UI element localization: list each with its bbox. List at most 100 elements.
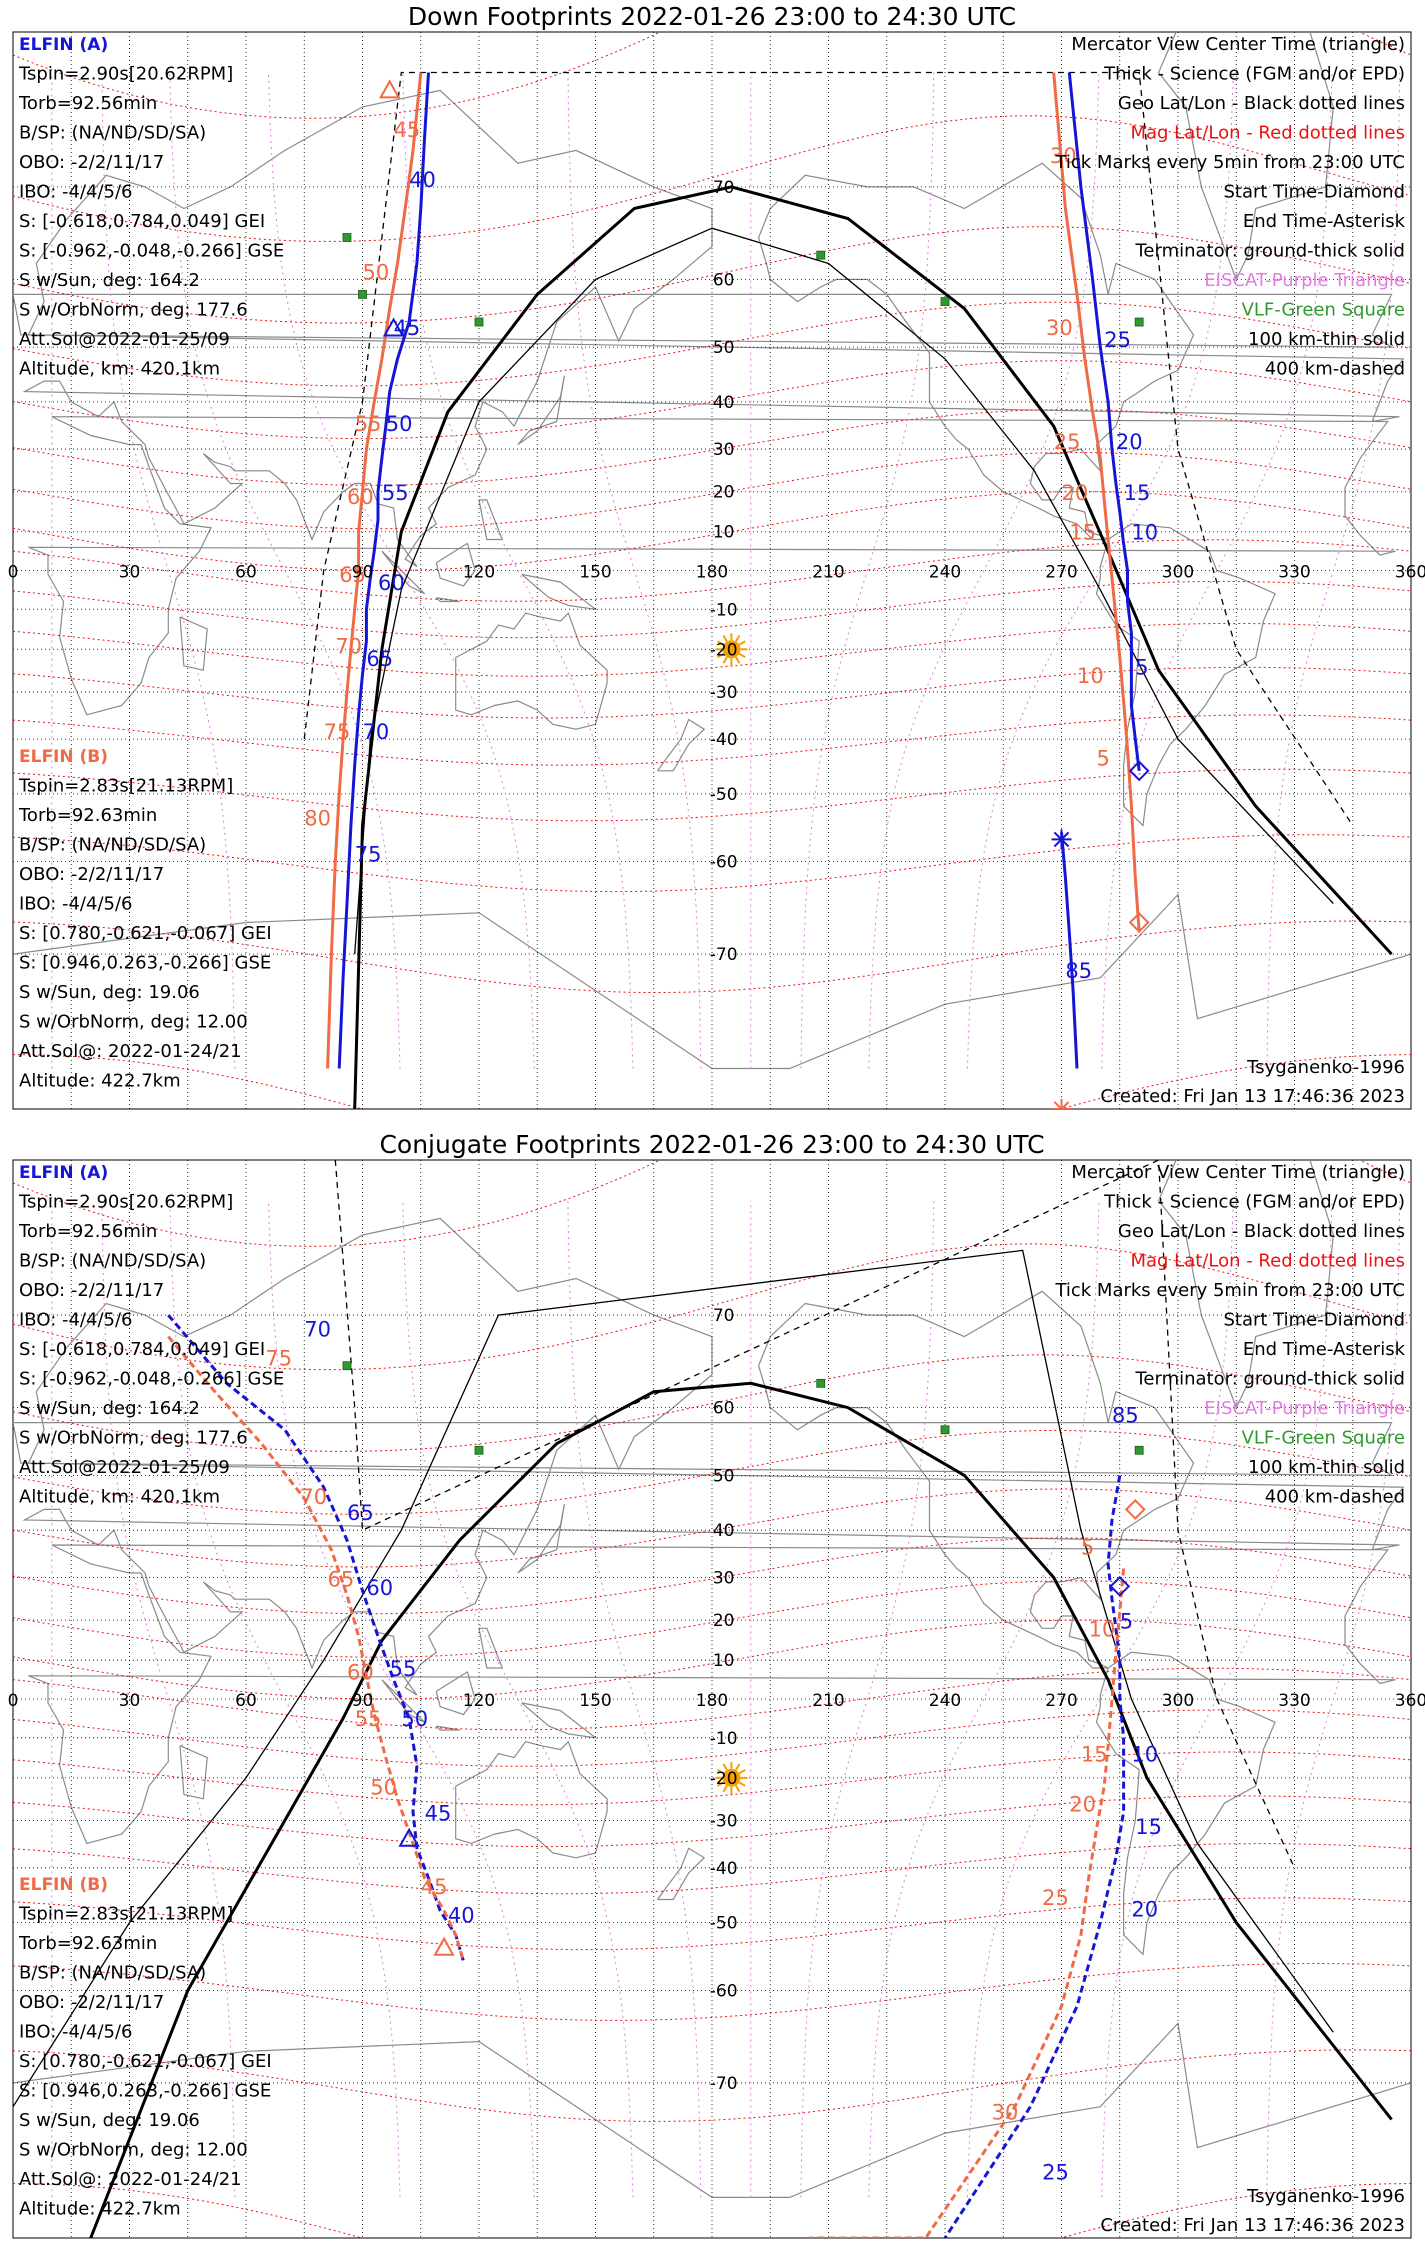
elfin-b-time-label: 60: [347, 485, 374, 509]
elfin-a-time-label: 70: [304, 1318, 331, 1342]
y-tick-label: 70: [713, 178, 735, 198]
elfin-a-trace: [943, 1475, 1126, 2238]
mag-parallel: [13, 1962, 1411, 2021]
sun-ray: [717, 640, 725, 646]
elfin-b-time-label: 20: [1062, 481, 1089, 505]
legend-entry: Tick Marks every 5min from 23:00 UTC: [1054, 152, 1405, 173]
mag-parallel: [13, 1751, 1411, 1806]
info-line: IBO: -4/4/5/6: [19, 182, 132, 203]
elfin-b-time-label: 50: [363, 260, 390, 284]
elfin-b-time-label: 20: [1069, 1793, 1096, 1817]
info-line: OBO: -2/2/11/17: [19, 1992, 164, 2013]
info-line: S w/Sun, deg: 19.06: [19, 2110, 200, 2131]
y-tick-label: -10: [710, 600, 738, 620]
elfin-a-time-label: 20: [1116, 430, 1143, 454]
mag-parallel: [13, 1897, 1411, 1951]
elfin-a-time-label: 5: [1135, 655, 1148, 679]
mag-parallel: [13, 1160, 1411, 1247]
legend-entry: 400 km-dashed: [1265, 1487, 1405, 1508]
legend-entry: EISCAT-Purple Triangle: [1204, 1398, 1405, 1419]
sun-ray: [735, 1763, 741, 1771]
y-tick-label: 70: [713, 1306, 735, 1326]
y-tick-label: 40: [713, 1521, 735, 1541]
model-label: Tsyganenko-1996: [1246, 1057, 1405, 1078]
x-tick-label: 270: [1045, 1691, 1077, 1711]
info-line: Altitude, km: 420.1km: [19, 359, 220, 380]
elfin-a-trace: [337, 72, 430, 1069]
mag-parallel: [13, 1667, 1411, 1731]
elfin-b-time-label: 30: [1046, 316, 1073, 340]
info-line: S w/OrbNorm, deg: 12.00: [19, 2140, 248, 2161]
elfin-b-info: ELFIN (B) Tspin=2.83s[21.13RPM] Torb=92.63…: [18, 747, 272, 1092]
coastline: [478, 1627, 504, 1669]
info-line: Att.Sol@2022-01-25/09: [19, 1457, 230, 1478]
sun-icon: [715, 1761, 748, 1794]
elfin-b-heading: ELFIN (B): [19, 1875, 108, 1895]
sun-ray: [717, 652, 725, 659]
mag-parallel: [13, 226, 1411, 324]
terminator-ground: [353, 185, 1393, 1109]
elfin-b-time-label: 70: [335, 634, 362, 658]
y-tick-label: -60: [710, 1981, 738, 2001]
elfin-b-start-diamond: [1124, 1499, 1146, 1520]
terminator-100km: [13, 1249, 1334, 2108]
mag-meridian: [101, 1200, 236, 2198]
elfin-b-time-label: 75: [324, 720, 351, 744]
elfin-a-start-diamond: [1128, 760, 1150, 782]
x-tick-label: 330: [1278, 563, 1310, 583]
legend-entry: Start Time-Diamond: [1223, 182, 1405, 203]
info-line: IBO: -4/4/5/6: [19, 894, 132, 915]
info-line: OBO: -2/2/11/17: [19, 864, 164, 885]
sun-ray: [722, 656, 728, 664]
terminator-100km: [354, 227, 1334, 955]
elfin-b-time-label: 45: [394, 118, 421, 142]
coastline: [28, 416, 1396, 716]
axis-labels: 0 30 60 90 120 150 180 210 240 270 300 330 360 70 60 50…: [8, 1306, 1425, 2094]
elfin-a-time-label: 75: [355, 843, 382, 867]
elfin-a-time-label: 20: [1131, 1898, 1158, 1922]
y-tick-label: -50: [710, 785, 738, 805]
legend-entry: Thick - Science (FGM and/or EPD): [1103, 1192, 1405, 1213]
legend-entry: Mercator View Center Time (triangle): [1071, 1162, 1405, 1183]
elfin-a-time-label: 60: [366, 1576, 393, 1600]
elfin-a-time-label: 55: [390, 1657, 417, 1681]
mag-grid: [13, 32, 1411, 1109]
mag-parallel: [13, 1795, 1411, 1848]
sun-ray: [738, 1781, 746, 1787]
chart-title: Down Footprints 2022-01-26 23:00 to 24:3…: [408, 2, 1016, 31]
legend-entry: Geo Lat/Lon - Black dotted lines: [1118, 93, 1405, 114]
mag-parallel: [13, 360, 1411, 440]
mag-parallel: [13, 1354, 1411, 1452]
elfin-b-time-label: 65: [328, 1567, 355, 1591]
mag-meridian: [101, 72, 236, 1069]
y-tick-label: -10: [710, 1729, 738, 1749]
sun-ray: [717, 1781, 725, 1787]
mag-meridian: [868, 72, 1100, 1069]
legend-entry: End Time-Asterisk: [1243, 1339, 1406, 1360]
coastline: [455, 1740, 608, 1859]
elfin-b-heading: ELFIN (B): [19, 747, 108, 767]
sun-ray: [722, 1785, 728, 1793]
elfin-a-center-triangle: [382, 317, 405, 337]
elfin-b-time-label: 15: [1081, 1743, 1108, 1767]
elfin-a-time-label: 25: [1104, 328, 1131, 352]
info-line: Tspin=2.83s[21.13RPM]: [18, 776, 233, 797]
down-footprints-panel: Down Footprints 2022-01-26 23:00 to 24:3…: [8, 2, 1425, 1110]
mag-parallel: [13, 301, 1411, 387]
y-tick-label: 10: [713, 1651, 735, 1671]
info-line: S: [0.780,-0.621,-0.067] GEI: [19, 2051, 272, 2072]
elfin-a-time-label: 85: [1112, 1404, 1139, 1428]
coastline: [28, 1544, 1396, 1845]
y-tick-label: -40: [710, 730, 738, 750]
info-line: B/SP: (NA/ND/SD/SA): [19, 123, 206, 144]
vlf-station: [816, 1378, 826, 1388]
coastline: [455, 612, 608, 730]
legend-entry: VLF-Green Square: [1242, 300, 1405, 321]
info-line: S: [-0.962,-0.048,-0.266] GSE: [19, 241, 284, 262]
elfin-b-time-label: 55: [355, 1707, 382, 1731]
info-line: Altitude, km: 420.1km: [19, 1487, 220, 1508]
legend-entry: VLF-Green Square: [1242, 1428, 1405, 1449]
elfin-b-trace: [326, 72, 423, 1069]
mag-parallel: [13, 666, 1411, 719]
elfin-a-trace: [1067, 72, 1141, 771]
